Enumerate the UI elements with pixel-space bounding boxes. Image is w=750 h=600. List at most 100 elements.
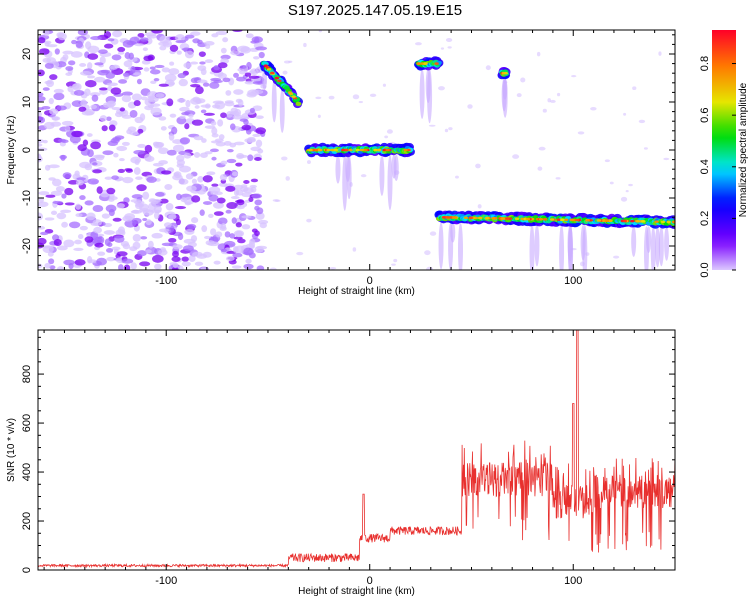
track-blob-core — [406, 148, 411, 152]
track-blob-core — [574, 218, 580, 222]
noise-blob — [213, 260, 221, 265]
noise-blob — [51, 116, 61, 121]
noise-blob — [241, 215, 252, 219]
noise-blob — [144, 153, 152, 161]
noise-blob — [152, 254, 164, 263]
noise-blob — [620, 196, 628, 202]
noise-blob — [159, 35, 170, 44]
smear-blob — [559, 224, 565, 270]
noise-blob — [38, 107, 45, 111]
noise-blob — [142, 191, 150, 200]
track-blob-core — [291, 95, 296, 98]
noise-blob — [231, 265, 242, 269]
noise-blob — [132, 241, 141, 250]
noise-blob — [240, 46, 252, 54]
noise-blob — [42, 245, 54, 249]
noise-blob — [92, 169, 103, 174]
smear-blob — [658, 226, 664, 267]
noise-blob — [61, 193, 67, 199]
noise-blob — [536, 51, 541, 57]
noise-blob — [60, 154, 66, 161]
track-blob-core — [266, 68, 272, 71]
noise-blob — [44, 262, 51, 269]
noise-blob — [79, 161, 92, 169]
noise-blob — [38, 48, 50, 55]
noise-blob — [56, 105, 67, 111]
noise-blob — [199, 61, 206, 65]
noise-blob — [111, 54, 122, 61]
noise-blob — [254, 157, 262, 161]
colorbar-tick-label: 0.2 — [699, 211, 711, 226]
noise-blob — [62, 50, 74, 55]
noise-blob — [60, 209, 72, 214]
track-blob-core — [569, 218, 574, 222]
noise-blob — [512, 154, 520, 159]
noise-blob — [121, 114, 133, 119]
noise-blob — [105, 204, 117, 213]
noise-blob — [151, 232, 163, 239]
noise-blob — [129, 130, 139, 136]
noise-blob — [130, 199, 142, 203]
noise-blob — [255, 212, 265, 220]
noise-blob — [113, 152, 119, 158]
noise-blob — [166, 149, 177, 156]
noise-blob — [232, 253, 243, 258]
noise-blob — [86, 256, 93, 264]
noise-blob — [194, 86, 204, 95]
noise-blob — [116, 145, 128, 152]
noise-blob — [77, 30, 89, 36]
noise-blob — [210, 228, 217, 236]
noise-blob — [177, 72, 186, 79]
noise-blob — [176, 50, 182, 55]
track-blob-core — [344, 148, 349, 152]
smear-blob — [567, 224, 573, 270]
track-blob-core — [641, 220, 646, 223]
track-blob-core — [277, 79, 282, 83]
noise-blob — [144, 105, 154, 111]
noise-blob — [135, 176, 143, 180]
noise-blob — [61, 139, 69, 144]
noise-blob — [230, 195, 240, 200]
noise-blob — [255, 46, 268, 51]
noise-blob — [53, 238, 62, 247]
noise-blob — [38, 69, 45, 77]
noise-blob — [285, 176, 290, 181]
noise-blob — [318, 30, 322, 33]
noise-blob — [158, 83, 169, 87]
noise-blob — [139, 261, 151, 267]
noise-blob — [121, 94, 132, 103]
noise-blob — [64, 202, 75, 206]
noise-blob — [125, 168, 133, 173]
noise-blob — [202, 82, 210, 87]
noise-blob — [175, 40, 187, 44]
noise-blob — [136, 184, 147, 192]
track-blob-core — [348, 148, 353, 152]
noise-blob — [178, 178, 189, 185]
noise-blob — [38, 197, 44, 203]
noise-blob — [191, 178, 197, 185]
noise-blob — [140, 37, 149, 42]
noise-blob — [199, 209, 205, 216]
track-blob-core — [666, 220, 671, 224]
noise-blob — [133, 149, 145, 155]
noise-blob — [251, 193, 263, 199]
noise-blob — [328, 95, 335, 100]
noise-blob — [224, 101, 235, 107]
noise-blob — [107, 100, 116, 107]
noise-blob — [71, 83, 80, 89]
track-blob-core — [538, 217, 544, 221]
noise-blob — [133, 167, 141, 175]
noise-blob — [485, 65, 491, 71]
noise-blob — [149, 103, 161, 107]
noise-blob — [131, 217, 142, 224]
noise-blob — [245, 258, 252, 264]
noise-blob — [168, 68, 180, 75]
track-blob-core — [274, 76, 280, 80]
track-blob-core — [333, 148, 339, 152]
noise-blob — [220, 112, 227, 119]
noise-blob — [196, 79, 208, 84]
noise-blob — [185, 99, 191, 108]
noise-blob — [208, 186, 221, 194]
noise-blob — [193, 135, 204, 141]
track-blob-core — [585, 218, 590, 222]
